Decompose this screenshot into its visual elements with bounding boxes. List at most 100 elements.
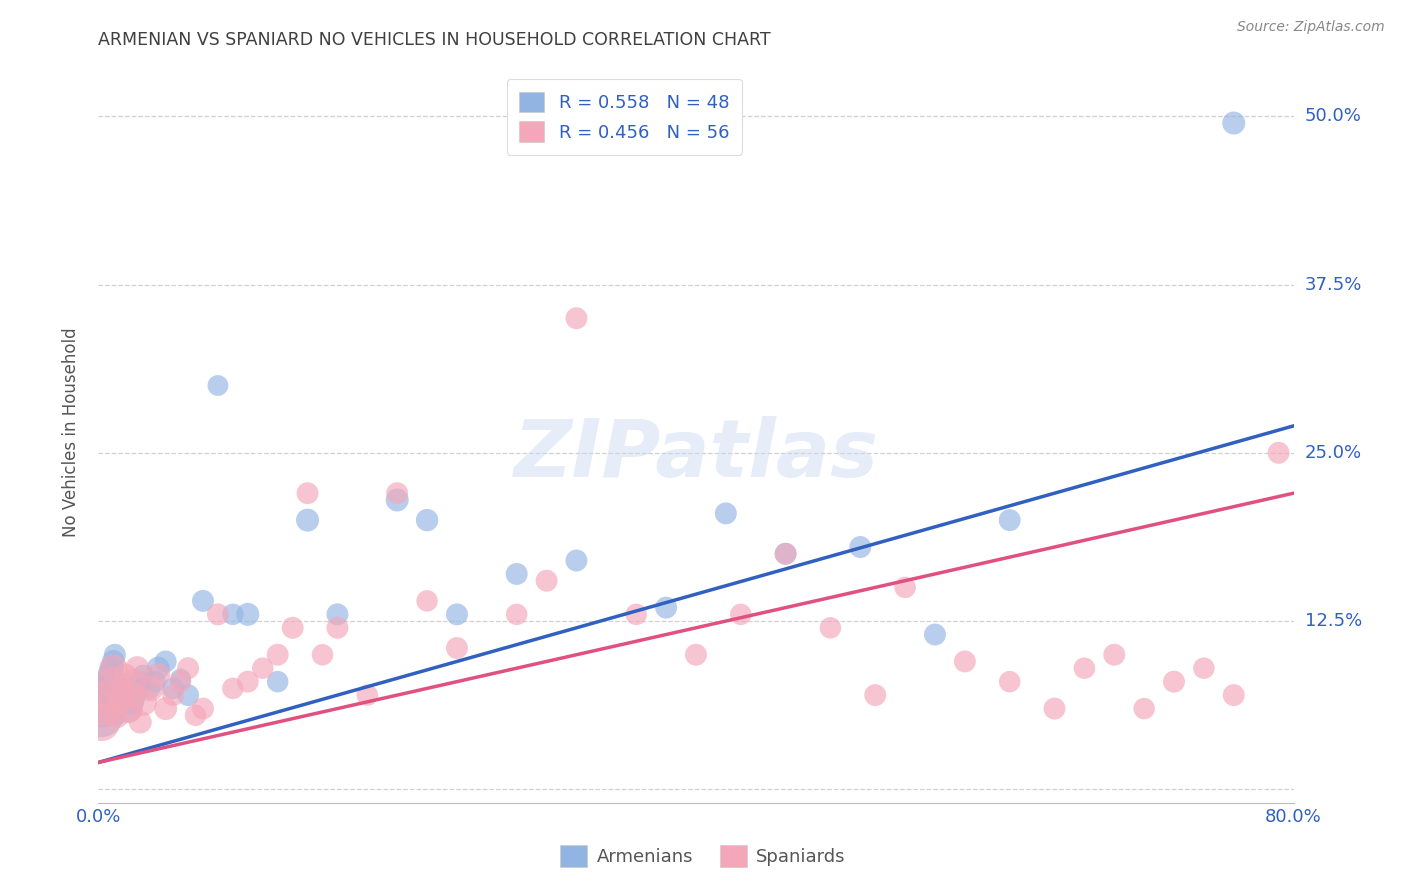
Point <box>155 701 177 715</box>
Point <box>169 674 191 689</box>
Point <box>103 655 125 669</box>
Point <box>685 648 707 662</box>
Point <box>1133 701 1156 715</box>
Point <box>775 547 797 561</box>
Point <box>120 695 142 709</box>
Point <box>111 681 134 696</box>
Point <box>236 674 259 689</box>
Point <box>107 701 129 715</box>
Point <box>138 681 160 696</box>
Point <box>506 607 529 622</box>
Point <box>104 648 127 662</box>
Point <box>252 661 274 675</box>
Point <box>124 688 146 702</box>
Point <box>953 655 976 669</box>
Point <box>124 674 146 689</box>
Point <box>98 668 122 682</box>
Point <box>536 574 558 588</box>
Point <box>110 688 132 702</box>
Point <box>655 600 678 615</box>
Point <box>132 668 155 682</box>
Point <box>1223 688 1246 702</box>
Text: ZIPatlas: ZIPatlas <box>513 416 879 494</box>
Point <box>1192 661 1215 675</box>
Point <box>416 513 439 527</box>
Point <box>356 688 378 702</box>
Point <box>162 688 184 702</box>
Point <box>162 681 184 696</box>
Text: 50.0%: 50.0% <box>1305 107 1361 125</box>
Point <box>626 607 648 622</box>
Point <box>93 701 115 715</box>
Point <box>894 581 917 595</box>
Point <box>114 668 136 682</box>
Y-axis label: No Vehicles in Household: No Vehicles in Household <box>62 327 80 538</box>
Point <box>191 701 214 715</box>
Point <box>184 708 207 723</box>
Point <box>98 674 122 689</box>
Point <box>506 566 529 581</box>
Point <box>416 594 439 608</box>
Point <box>155 655 177 669</box>
Point <box>129 714 152 729</box>
Point <box>446 640 468 655</box>
Point <box>96 681 118 696</box>
Point <box>177 661 200 675</box>
Point <box>139 681 162 696</box>
Point <box>127 661 149 675</box>
Point <box>565 553 588 567</box>
Legend: Armenians, Spaniards: Armenians, Spaniards <box>553 838 853 874</box>
Point <box>120 688 142 702</box>
Point <box>565 311 588 326</box>
Text: ARMENIAN VS SPANIARD NO VEHICLES IN HOUSEHOLD CORRELATION CHART: ARMENIAN VS SPANIARD NO VEHICLES IN HOUS… <box>98 31 770 49</box>
Point <box>105 708 128 723</box>
Point <box>97 674 120 689</box>
Point <box>1104 648 1126 662</box>
Point <box>820 621 842 635</box>
Point <box>94 688 117 702</box>
Point <box>207 607 229 622</box>
Point <box>93 695 115 709</box>
Point <box>101 661 124 675</box>
Point <box>132 695 155 709</box>
Point <box>326 607 349 622</box>
Point <box>924 627 946 641</box>
Point <box>191 594 214 608</box>
Point <box>177 688 200 702</box>
Point <box>297 486 319 500</box>
Point <box>207 378 229 392</box>
Point <box>117 701 139 715</box>
Point <box>169 672 191 686</box>
Point <box>108 695 131 709</box>
Point <box>117 701 139 715</box>
Point <box>236 607 259 622</box>
Point <box>111 681 134 696</box>
Point <box>281 621 304 635</box>
Point <box>1163 674 1185 689</box>
Point <box>775 547 797 561</box>
Point <box>91 701 114 715</box>
Point <box>129 674 152 689</box>
Point <box>90 708 112 723</box>
Point <box>297 513 319 527</box>
Point <box>143 674 166 689</box>
Point <box>1043 701 1066 715</box>
Text: 12.5%: 12.5% <box>1305 612 1362 630</box>
Point <box>108 695 131 709</box>
Point <box>148 661 170 675</box>
Point <box>222 607 245 622</box>
Point <box>267 648 290 662</box>
Point <box>222 681 245 696</box>
Text: 25.0%: 25.0% <box>1305 444 1362 462</box>
Legend: R = 0.558   N = 48, R = 0.456   N = 56: R = 0.558 N = 48, R = 0.456 N = 56 <box>506 78 742 155</box>
Point <box>105 708 128 723</box>
Point <box>446 607 468 622</box>
Point <box>1267 446 1289 460</box>
Point <box>311 648 333 662</box>
Point <box>148 668 170 682</box>
Text: 37.5%: 37.5% <box>1305 276 1362 293</box>
Point <box>385 486 409 500</box>
Point <box>326 621 349 635</box>
Point <box>103 661 125 675</box>
Text: Source: ZipAtlas.com: Source: ZipAtlas.com <box>1237 20 1385 34</box>
